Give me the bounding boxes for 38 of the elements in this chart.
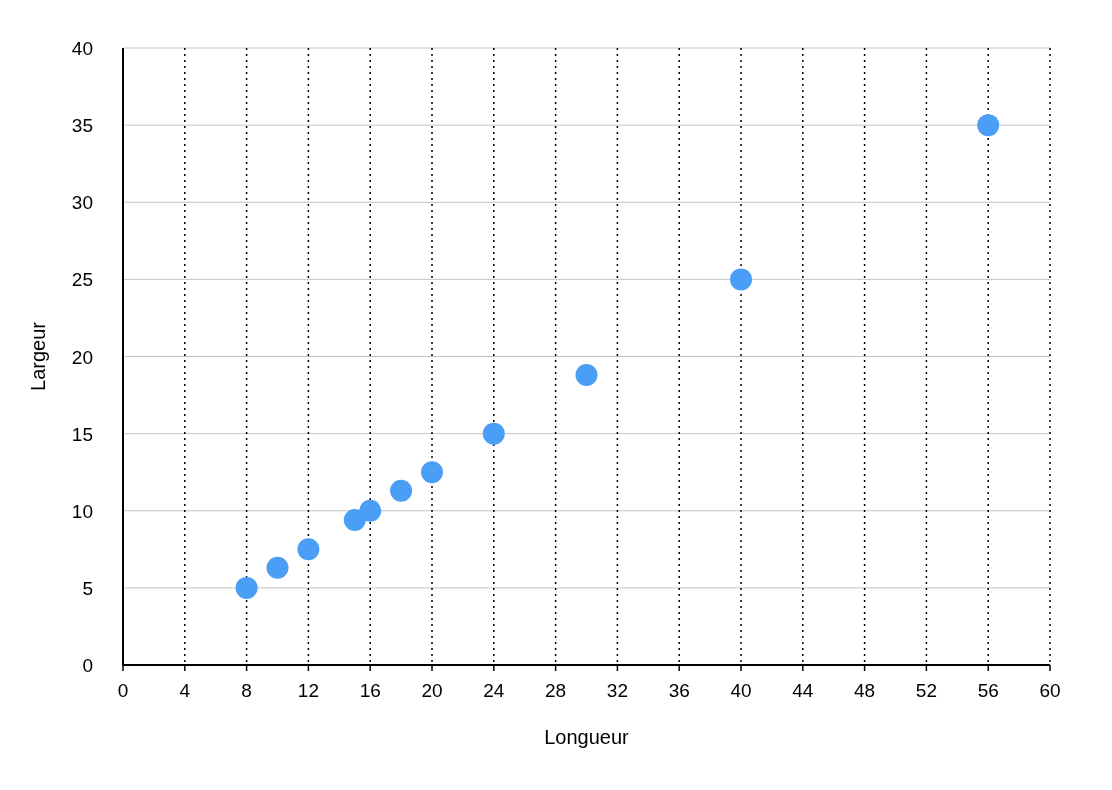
y-tick-label: 15 <box>71 423 93 445</box>
x-axis-title: Longueur <box>544 726 630 748</box>
y-tick-label: 40 <box>71 38 93 59</box>
point <box>390 479 413 502</box>
point <box>359 499 382 522</box>
y-tick-label: 0 <box>82 655 93 676</box>
x-tick-label: 12 <box>297 680 319 701</box>
x-tick-label: 4 <box>179 680 191 701</box>
y-tick-label: 35 <box>71 115 93 137</box>
x-tick-label: 16 <box>359 680 381 701</box>
x-tick-label: 8 <box>241 680 252 701</box>
x-tick-label: 52 <box>915 680 937 701</box>
y-tick-label: 30 <box>71 192 93 214</box>
x-tick-label: 36 <box>668 680 690 701</box>
x-tick-label: 56 <box>977 680 999 701</box>
point <box>266 556 289 579</box>
y-tick-label: 25 <box>71 269 93 291</box>
x-tick-label: 32 <box>606 680 628 701</box>
point <box>977 114 1000 137</box>
point <box>421 461 443 484</box>
y-tick-label: 5 <box>82 577 93 599</box>
point <box>730 268 752 291</box>
x-tick-label: 40 <box>730 680 752 701</box>
point <box>482 422 505 445</box>
x-tick-label: 48 <box>854 680 876 701</box>
x-tick-label: 60 <box>1039 680 1061 701</box>
x-tick-label: 28 <box>545 680 567 701</box>
point <box>575 364 598 387</box>
y-tick-label: 10 <box>71 500 93 522</box>
point <box>343 509 366 532</box>
y-axis-title: Largeur <box>27 321 49 391</box>
x-tick-label: 20 <box>421 680 443 701</box>
point <box>235 576 258 599</box>
point <box>297 538 320 561</box>
x-tick-label: 24 <box>483 680 505 701</box>
x-tick-label: 44 <box>792 680 814 701</box>
x-tick-label: 0 <box>117 680 129 701</box>
y-tick-label: 20 <box>71 346 93 368</box>
